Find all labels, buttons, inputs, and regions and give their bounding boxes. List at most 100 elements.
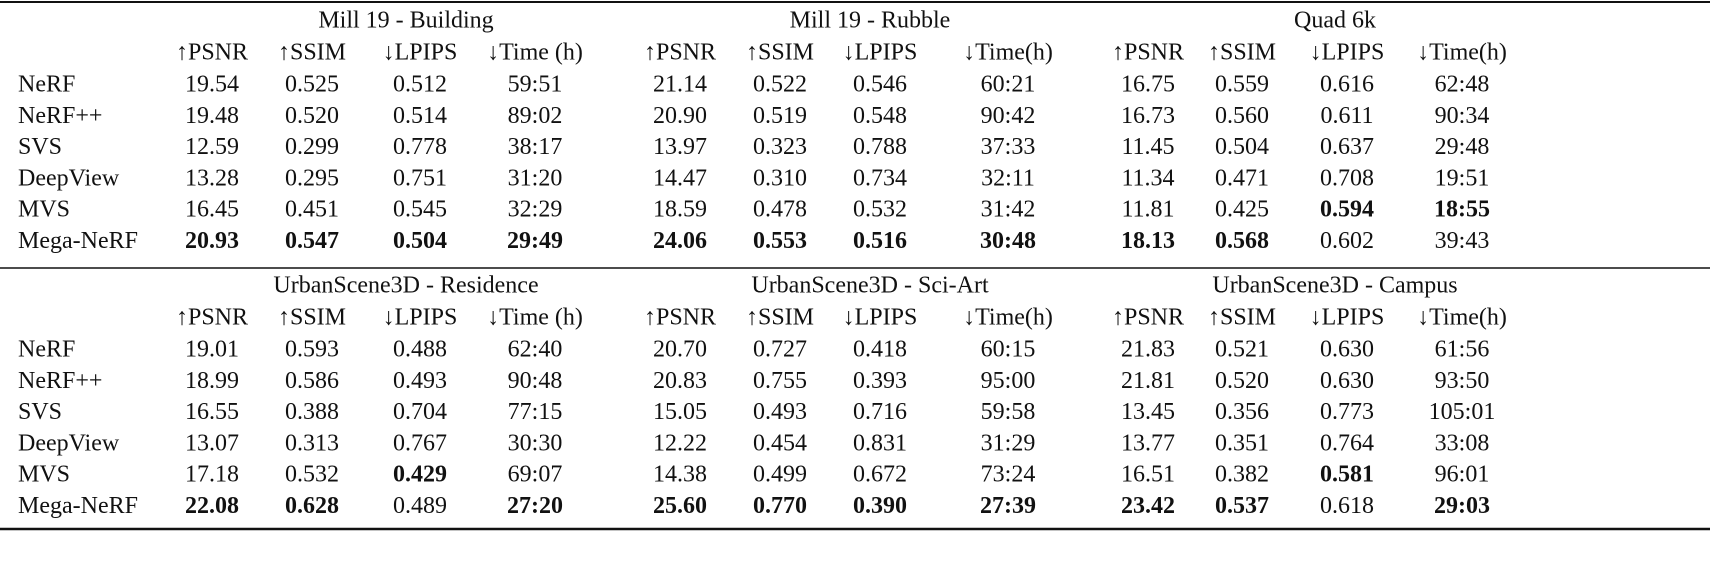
cell: 73:24 — [981, 462, 1036, 488]
cell: 0.521 — [1215, 337, 1269, 363]
column-header: ↓LPIPS — [1310, 305, 1385, 331]
group-title: Quad 6k — [1294, 8, 1376, 34]
cell: 21.14 — [653, 72, 707, 98]
cell: 16.51 — [1121, 462, 1175, 488]
cell: 0.499 — [753, 462, 807, 488]
cell: 0.471 — [1215, 165, 1269, 191]
cell: 90:42 — [981, 103, 1036, 129]
method-name: DeepView — [18, 430, 120, 456]
method-name: SVS — [18, 134, 62, 160]
cell: 0.773 — [1320, 399, 1374, 425]
cell: 29:03 — [1434, 493, 1490, 519]
cell: 0.429 — [393, 462, 447, 488]
column-header: ↑SSIM — [1208, 40, 1276, 66]
cell: 0.716 — [853, 399, 907, 425]
cell: 96:01 — [1435, 462, 1490, 488]
cell: 0.548 — [853, 103, 907, 129]
cell: 89:02 — [508, 103, 563, 129]
cell: 0.323 — [753, 134, 807, 160]
cell: 95:00 — [981, 368, 1036, 394]
cell: 31:29 — [981, 430, 1036, 456]
cell: 21.81 — [1121, 368, 1175, 394]
method-name: NeRF — [18, 337, 75, 363]
group-title: Mill 19 - Building — [318, 8, 493, 34]
column-header: ↓LPIPS — [843, 40, 918, 66]
column-header: ↓LPIPS — [383, 305, 458, 331]
cell: 69:07 — [508, 462, 563, 488]
cell: 0.734 — [853, 165, 907, 191]
cell: 0.568 — [1215, 228, 1269, 254]
cell: 0.630 — [1320, 368, 1374, 394]
cell: 16.45 — [185, 197, 239, 223]
cell: 0.553 — [753, 228, 807, 254]
cell: 25.60 — [653, 493, 707, 519]
cell: 13.28 — [185, 165, 239, 191]
cell: 0.727 — [753, 337, 807, 363]
cell: 12.22 — [653, 430, 707, 456]
column-header: ↓Time(h) — [1417, 305, 1507, 331]
cell: 21.83 — [1121, 337, 1175, 363]
cell: 0.519 — [753, 103, 807, 129]
cell: 0.418 — [853, 337, 907, 363]
column-header: ↑SSIM — [746, 305, 814, 331]
method-name: Mega-NeRF — [18, 228, 138, 254]
cell: 0.310 — [753, 165, 807, 191]
cell: 0.512 — [393, 72, 447, 98]
column-header: ↑SSIM — [278, 305, 346, 331]
cell: 11.34 — [1121, 165, 1174, 191]
method-name: MVS — [18, 197, 70, 223]
cell: 13.45 — [1121, 399, 1175, 425]
cell: 18.13 — [1121, 228, 1175, 254]
cell: 19:51 — [1435, 165, 1490, 191]
cell: 11.81 — [1121, 197, 1174, 223]
cell: 15.05 — [653, 399, 707, 425]
cell: 0.764 — [1320, 430, 1374, 456]
cell: 12.59 — [185, 134, 239, 160]
method-name: SVS — [18, 399, 62, 425]
cell: 0.504 — [1215, 134, 1269, 160]
cell: 0.493 — [393, 368, 447, 394]
cell: 17.18 — [185, 462, 239, 488]
cell: 29:49 — [507, 228, 563, 254]
cell: 18.99 — [185, 368, 239, 394]
cell: 13.77 — [1121, 430, 1175, 456]
cell: 0.313 — [285, 430, 339, 456]
column-header: ↑PSNR — [1112, 305, 1184, 331]
cell: 77:15 — [508, 399, 563, 425]
cell: 19.48 — [185, 103, 239, 129]
cell: 0.382 — [1215, 462, 1269, 488]
cell: 20.93 — [185, 228, 239, 254]
cell: 0.488 — [393, 337, 447, 363]
cell: 0.770 — [753, 493, 807, 519]
column-header: ↑SSIM — [278, 40, 346, 66]
cell: 0.520 — [285, 103, 339, 129]
cell: 60:21 — [981, 72, 1036, 98]
column-header: ↓LPIPS — [383, 40, 458, 66]
method-name: NeRF — [18, 72, 75, 98]
cell: 0.637 — [1320, 134, 1374, 160]
cell: 39:43 — [1435, 228, 1490, 254]
column-header: ↑PSNR — [644, 305, 716, 331]
cell: 32:11 — [981, 165, 1035, 191]
cell: 0.393 — [853, 368, 907, 394]
method-name: NeRF++ — [18, 103, 102, 129]
cell: 23.42 — [1121, 493, 1175, 519]
column-header: ↓Time(h) — [963, 305, 1053, 331]
cell: 0.489 — [393, 493, 447, 519]
cell: 93:50 — [1435, 368, 1490, 394]
cell: 0.545 — [393, 197, 447, 223]
cell: 32:29 — [508, 197, 563, 223]
cell: 18:55 — [1434, 197, 1490, 223]
group-title: UrbanScene3D - Sci-Art — [751, 273, 989, 299]
cell: 27:39 — [980, 493, 1036, 519]
cell: 31:42 — [981, 197, 1036, 223]
cell: 14.47 — [653, 165, 707, 191]
cell: 0.831 — [853, 430, 907, 456]
cell: 0.630 — [1320, 337, 1374, 363]
cell: 0.299 — [285, 134, 339, 160]
cell: 90:48 — [508, 368, 563, 394]
cell: 22.08 — [185, 493, 239, 519]
column-header: ↑SSIM — [1208, 305, 1276, 331]
cell: 61:56 — [1435, 337, 1490, 363]
